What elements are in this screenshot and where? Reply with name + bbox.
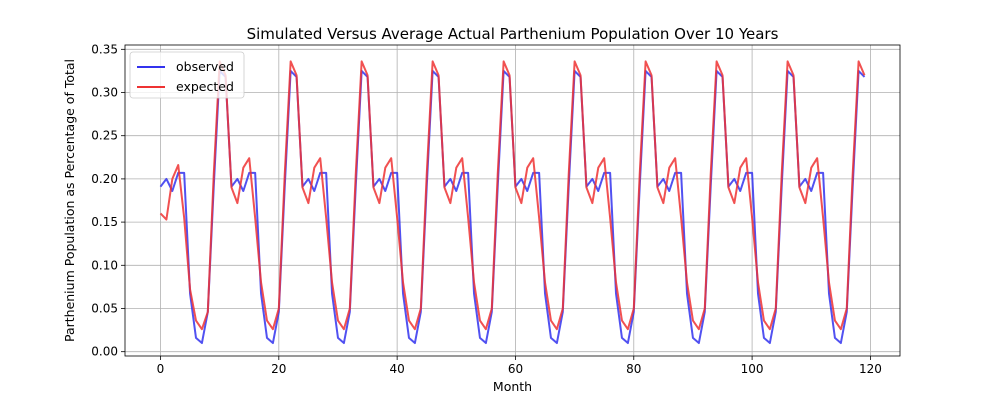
- chart-title: Simulated Versus Average Actual Partheni…: [247, 25, 779, 43]
- series-line-expected: [159, 60, 866, 331]
- y-axis-label: Parthenium Population as Percentage of T…: [62, 59, 77, 342]
- y-tick-label: 0.35: [91, 42, 118, 56]
- x-axis-label: Month: [493, 379, 532, 394]
- y-tick-label: 0.25: [91, 129, 118, 143]
- y-tick-label: 0.20: [91, 172, 118, 186]
- x-tick-label: 20: [271, 362, 286, 376]
- y-tick-label: 0.00: [91, 345, 118, 359]
- x-tick-label: 120: [859, 362, 882, 376]
- legend-entry-observed: observed: [176, 59, 234, 74]
- series-line-observed: [159, 69, 866, 345]
- x-tick-label: 0: [157, 362, 165, 376]
- legend: observed expected: [129, 51, 245, 99]
- y-tick-label: 0.30: [91, 86, 118, 100]
- x-axis-ticks: 0 20 40 60 80 100 120: [157, 356, 882, 376]
- y-axis-ticks: 0.00 0.05 0.10 0.15 0.20 0.25 0.30 0.35: [91, 42, 125, 359]
- y-tick-label: 0.15: [91, 215, 118, 229]
- x-tick-label: 80: [626, 362, 641, 376]
- x-tick-label: 60: [508, 362, 523, 376]
- y-tick-label: 0.05: [91, 301, 118, 315]
- y-tick-label: 0.10: [91, 258, 118, 272]
- legend-entry-expected: expected: [176, 79, 234, 94]
- x-tick-label: 100: [741, 362, 764, 376]
- plot-frame: [124, 44, 901, 357]
- series-lines: [159, 60, 866, 345]
- x-tick-label: 40: [389, 362, 404, 376]
